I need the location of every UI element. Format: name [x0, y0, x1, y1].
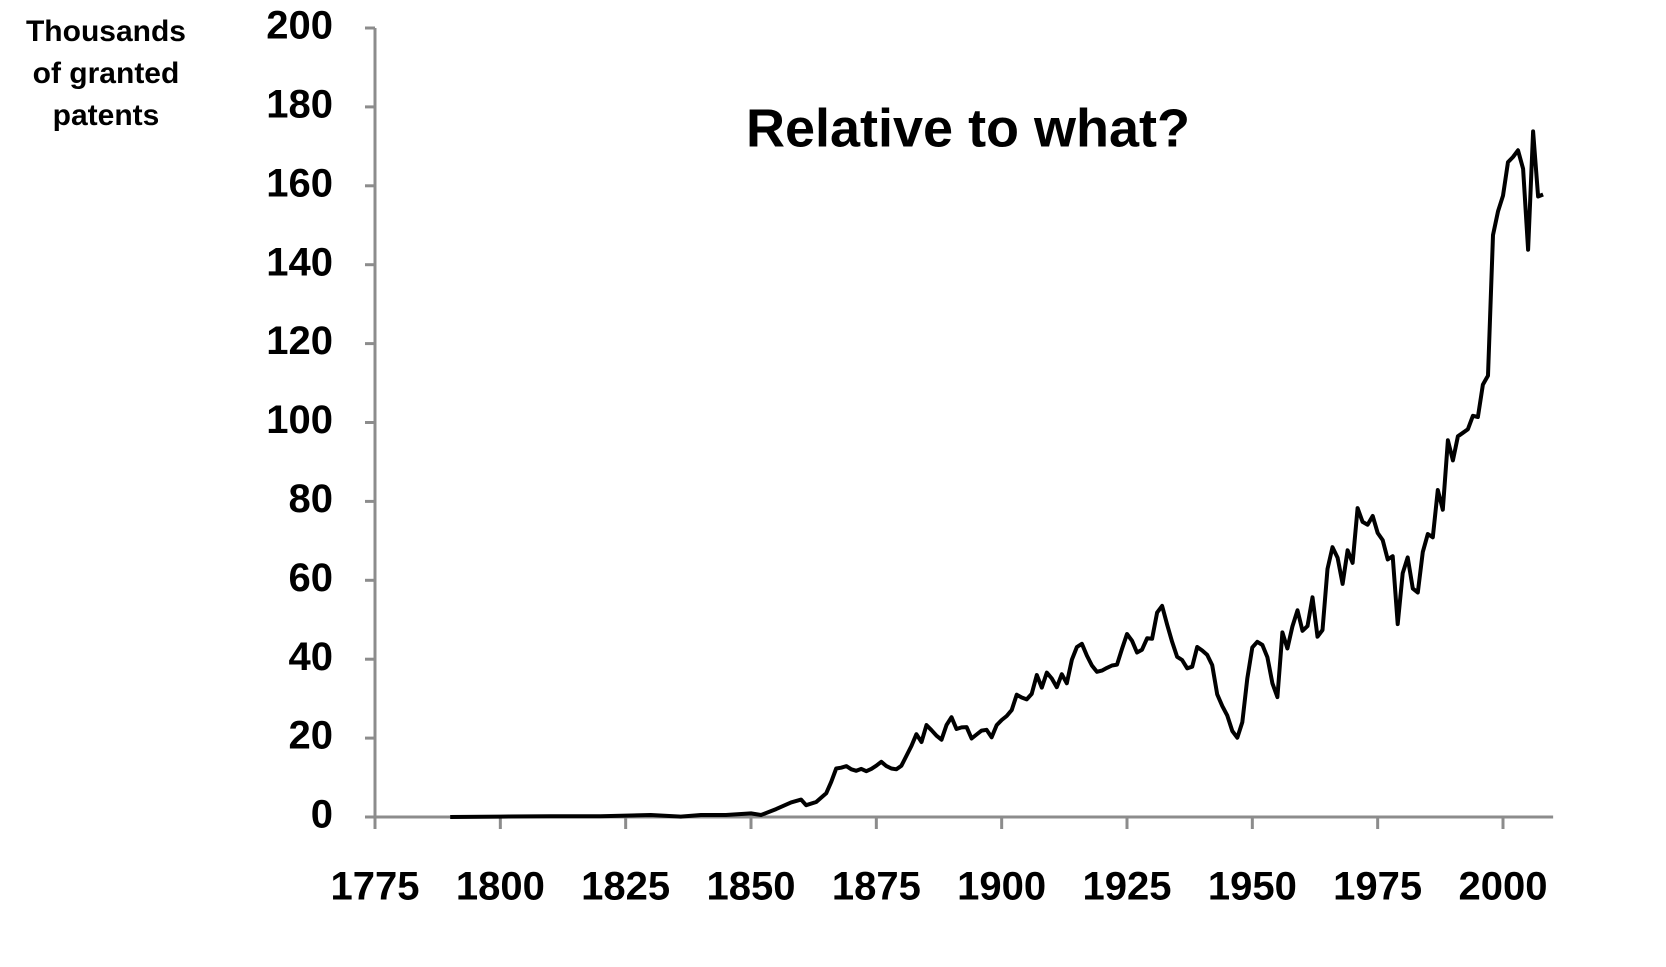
x-tick-label: 1925: [1083, 865, 1172, 909]
x-tick-label: 2000: [1459, 865, 1548, 909]
y-tick-label: 60: [289, 556, 334, 600]
y-tick-label: 120: [266, 319, 333, 363]
y-tick-label: 100: [266, 398, 333, 442]
data-line: [450, 129, 1544, 819]
x-tick-label: 1975: [1333, 865, 1422, 909]
annotation: Relative to what?: [746, 98, 1190, 158]
x-tick-label: 1825: [581, 865, 670, 909]
x-tick-label: 1875: [832, 865, 921, 909]
y-tick-label: 180: [266, 82, 333, 126]
y-tick-label: 0: [311, 793, 333, 837]
y-tick-label: 80: [289, 477, 334, 521]
y-axis-label: Thousands: [26, 15, 186, 48]
y-axis-label: of granted: [33, 57, 180, 90]
x-tick-label: 1800: [456, 865, 545, 909]
x-tick-label: 1850: [707, 865, 796, 909]
y-tick-label: 40: [289, 635, 334, 679]
y-tick-label: 200: [266, 4, 333, 48]
y-tick-label: 160: [266, 161, 333, 205]
x-tick-label: 1900: [957, 865, 1046, 909]
y-axis-label: patents: [53, 99, 160, 132]
y-tick-label: 140: [266, 240, 333, 284]
y-tick-label: 20: [289, 714, 334, 758]
x-tick-label: 1950: [1208, 865, 1297, 909]
x-tick-label: 1775: [331, 865, 420, 909]
